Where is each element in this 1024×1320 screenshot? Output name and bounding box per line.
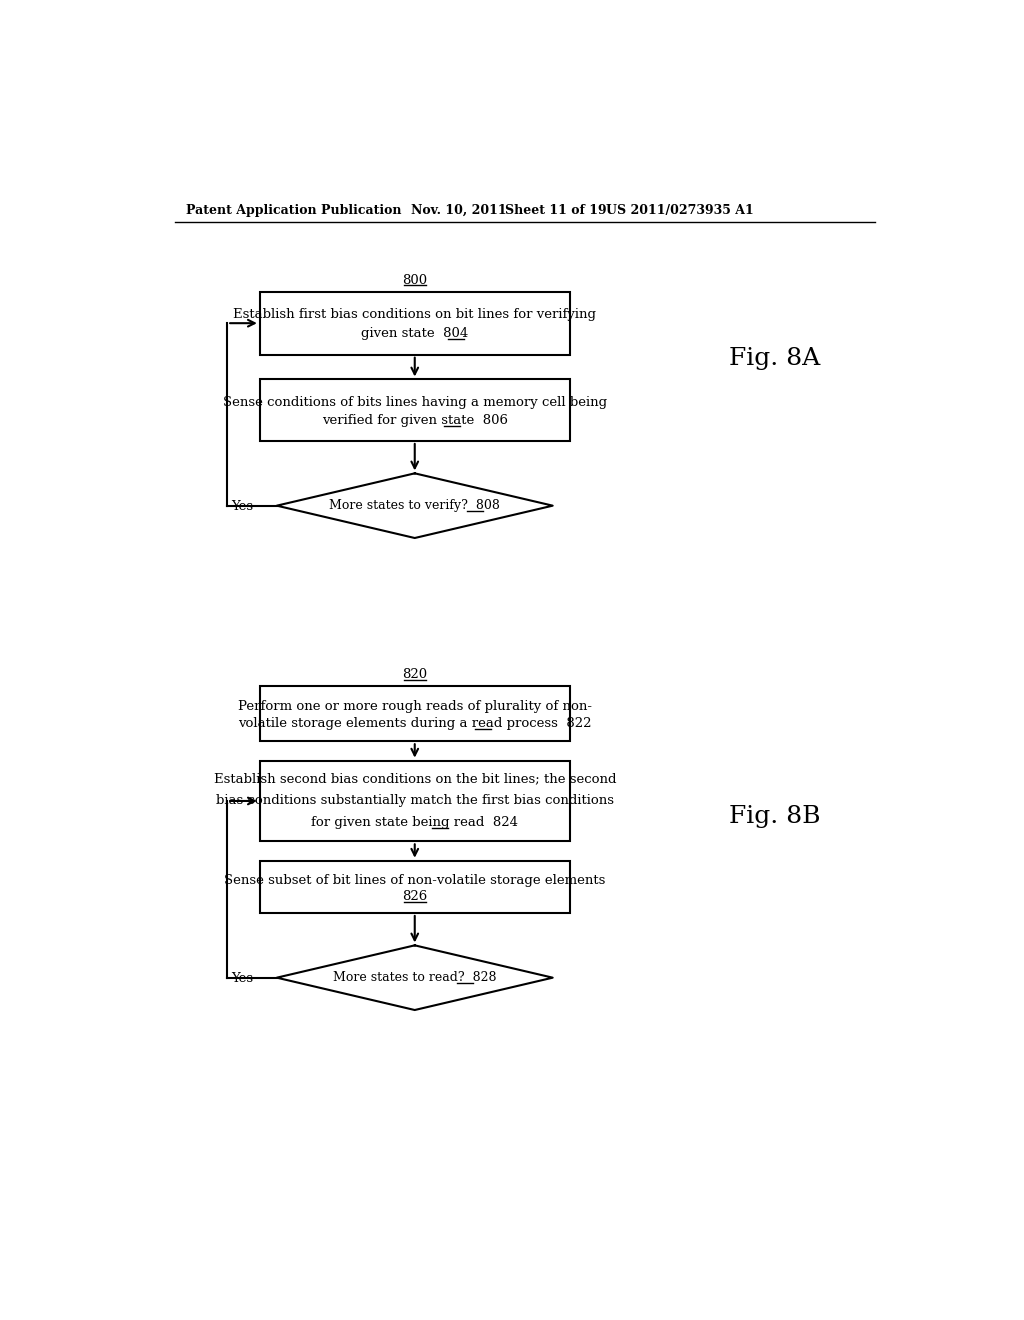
Text: More states to verify?  808: More states to verify? 808	[330, 499, 500, 512]
Text: More states to read?  828: More states to read? 828	[333, 972, 497, 985]
Text: 800: 800	[402, 273, 427, 286]
Text: Fig. 8B: Fig. 8B	[729, 805, 820, 828]
Text: Fig. 8A: Fig. 8A	[729, 347, 820, 370]
Text: Establish first bias conditions on bit lines for verifying: Establish first bias conditions on bit l…	[233, 309, 596, 322]
Bar	[260, 686, 569, 742]
Text: given state  804: given state 804	[361, 327, 468, 341]
Bar	[260, 379, 569, 441]
Text: for given state being read  824: for given state being read 824	[311, 816, 518, 829]
Text: Yes: Yes	[231, 500, 253, 513]
Text: verified for given state  806: verified for given state 806	[322, 414, 508, 428]
Text: Establish second bias conditions on the bit lines; the second: Establish second bias conditions on the …	[213, 772, 616, 785]
Text: Sense subset of bit lines of non-volatile storage elements: Sense subset of bit lines of non-volatil…	[224, 874, 605, 887]
Text: Perform one or more rough reads of plurality of non-: Perform one or more rough reads of plura…	[238, 700, 592, 713]
Text: bias conditions substantially match the first bias conditions: bias conditions substantially match the …	[216, 795, 613, 808]
Text: 826: 826	[402, 890, 427, 903]
Text: Patent Application Publication: Patent Application Publication	[186, 205, 401, 218]
Text: Yes: Yes	[231, 972, 253, 985]
Text: volatile storage elements during a read process  822: volatile storage elements during a read …	[238, 717, 592, 730]
Text: Sheet 11 of 19: Sheet 11 of 19	[506, 205, 607, 218]
Text: 820: 820	[402, 668, 427, 681]
Bar	[260, 292, 569, 355]
Text: US 2011/0273935 A1: US 2011/0273935 A1	[606, 205, 754, 218]
Bar	[260, 861, 569, 913]
Text: Sense conditions of bits lines having a memory cell being: Sense conditions of bits lines having a …	[222, 396, 607, 409]
Bar	[260, 760, 569, 841]
Text: Nov. 10, 2011: Nov. 10, 2011	[411, 205, 507, 218]
